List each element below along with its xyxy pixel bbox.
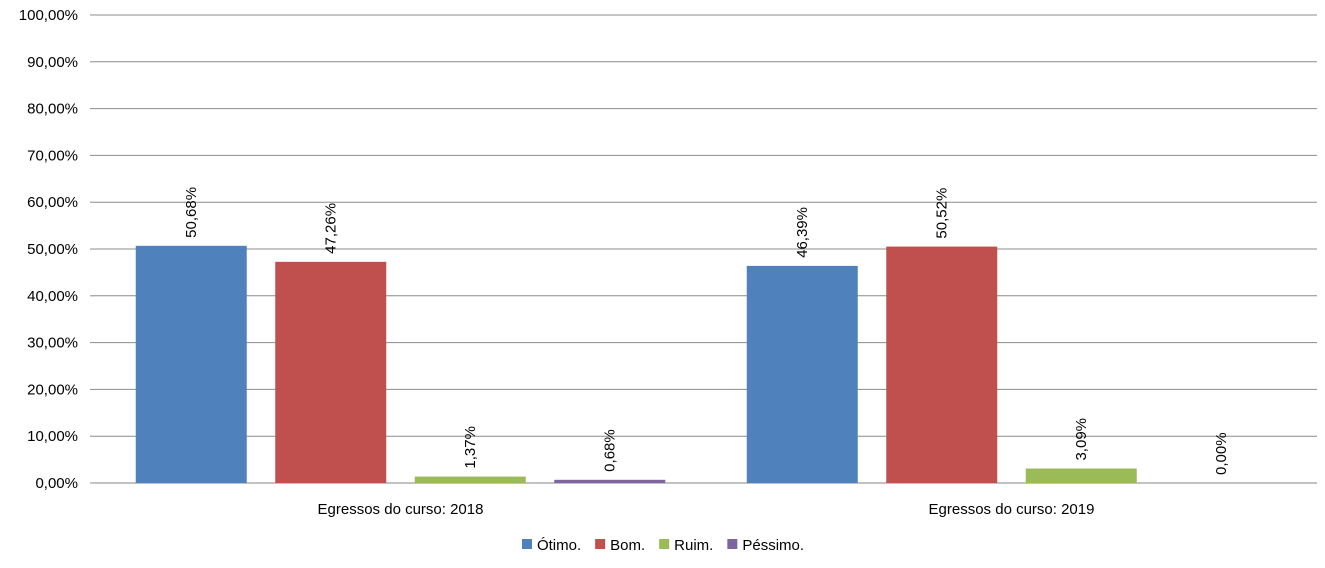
legend-label: Bom. (610, 537, 645, 554)
y-tick-label: 70,00% (27, 147, 78, 164)
y-tick-label: 20,00% (27, 381, 78, 398)
bar (746, 265, 858, 483)
y-tick-label: 80,00% (27, 101, 78, 118)
legend-swatch (659, 539, 670, 549)
y-tick-label: 0,00% (35, 475, 78, 492)
data-label: 3,09% (1073, 418, 1090, 461)
legend-swatch (521, 539, 532, 549)
y-tick-label: 10,00% (27, 428, 78, 445)
data-label: 46,39% (794, 207, 811, 258)
data-labels: 50,68% 47,26% 1,37% 0,68% 46,39% 50,52% 3,09% 0… (183, 187, 1230, 475)
y-tick-label: 100,00% (19, 7, 78, 24)
data-label: 0,00% (1213, 432, 1230, 475)
bars (135, 245, 1137, 483)
data-label: 0,68% (602, 429, 619, 472)
bar (275, 261, 387, 483)
legend: Ótimo. Bom. Ruim. Péssimo. (521, 537, 804, 554)
data-label: 50,68% (183, 187, 200, 238)
y-tick-label: 30,00% (27, 335, 78, 352)
data-label: 47,26% (323, 203, 340, 254)
bar (414, 476, 526, 483)
legend-label: Ruim. (674, 537, 713, 554)
legend-label: Péssimo. (742, 537, 804, 554)
y-tick-label: 50,00% (27, 241, 78, 258)
legend-swatch (727, 539, 738, 549)
bar (554, 479, 666, 483)
y-tick-label: 40,00% (27, 288, 78, 305)
legend-swatch (595, 539, 606, 549)
x-axis-category-labels: Egressos do curso: 2018 Egressos do curso… (318, 501, 1095, 518)
x-category-label: Egressos do curso: 2019 (929, 501, 1095, 518)
x-category-label: Egressos do curso: 2018 (318, 501, 484, 518)
y-tick-label: 60,00% (27, 194, 78, 211)
data-label: 1,37% (462, 426, 479, 469)
bar (1025, 468, 1137, 483)
bar (135, 245, 247, 483)
data-label: 50,52% (934, 188, 951, 239)
bar (886, 246, 998, 483)
y-axis-tick-labels: 0,00% 10,00% 20,00% 30,00% 40,00% 50,00% 60,00… (19, 7, 78, 492)
legend-label: Ótimo. (537, 537, 581, 554)
y-tick-label: 90,00% (27, 54, 78, 71)
gridlines (90, 14, 1317, 484)
